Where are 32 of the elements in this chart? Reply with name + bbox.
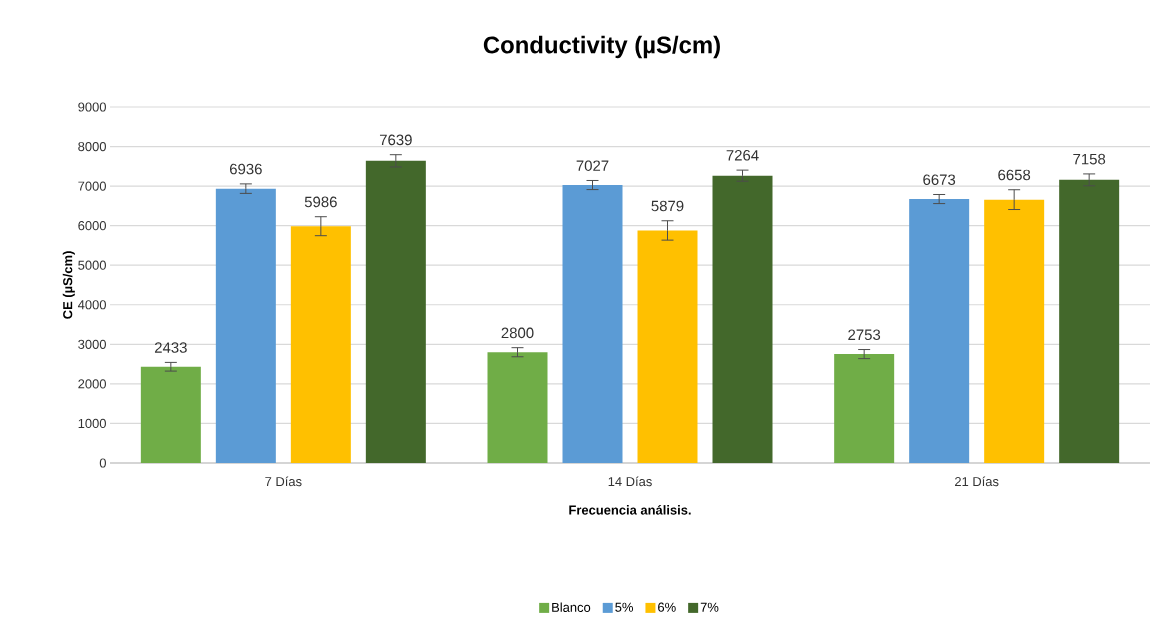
legend-label: Blanco (552, 602, 591, 612)
x-tick-label: 7 Días (265, 476, 302, 487)
y-tick-label: 9000 (78, 102, 106, 112)
x-axis-title: Frecuencia análisis. (569, 504, 691, 515)
data-label: 5986 (304, 196, 337, 208)
x-tick-label: 14 Días (608, 476, 652, 487)
data-label: 5879 (651, 200, 684, 212)
x-tick-label: 21 Días (955, 476, 999, 487)
legend-label: 6% (658, 602, 676, 612)
data-label: 7027 (576, 160, 609, 171)
data-label: 6936 (229, 163, 262, 175)
data-label: 2753 (848, 329, 881, 340)
data-label: 2433 (154, 342, 187, 353)
data-label: 7264 (726, 149, 759, 161)
y-axis-title: CE (µS/cm) (62, 251, 75, 319)
y-tick-label: 3000 (78, 339, 106, 349)
legend-label: 7% (700, 602, 719, 612)
data-label: 7639 (379, 134, 412, 146)
data-label: 7158 (1073, 153, 1106, 165)
data-label: 2800 (501, 327, 534, 338)
y-tick-label: 7000 (78, 181, 106, 191)
data-label: 6673 (923, 174, 956, 185)
y-tick-label: 4000 (77, 300, 106, 310)
y-tick-label: 0 (99, 458, 106, 468)
y-tick-label: 8000 (78, 141, 106, 151)
y-tick-label: 1000 (78, 418, 106, 428)
chart-title: Conductivity (µS/cm) (483, 35, 720, 58)
y-tick-label: 6000 (78, 220, 106, 231)
y-tick-label: 2000 (78, 379, 106, 389)
data-label: 6658 (998, 169, 1031, 181)
y-tick-label: 5000 (78, 260, 106, 270)
legend-label: 5% (615, 602, 633, 612)
